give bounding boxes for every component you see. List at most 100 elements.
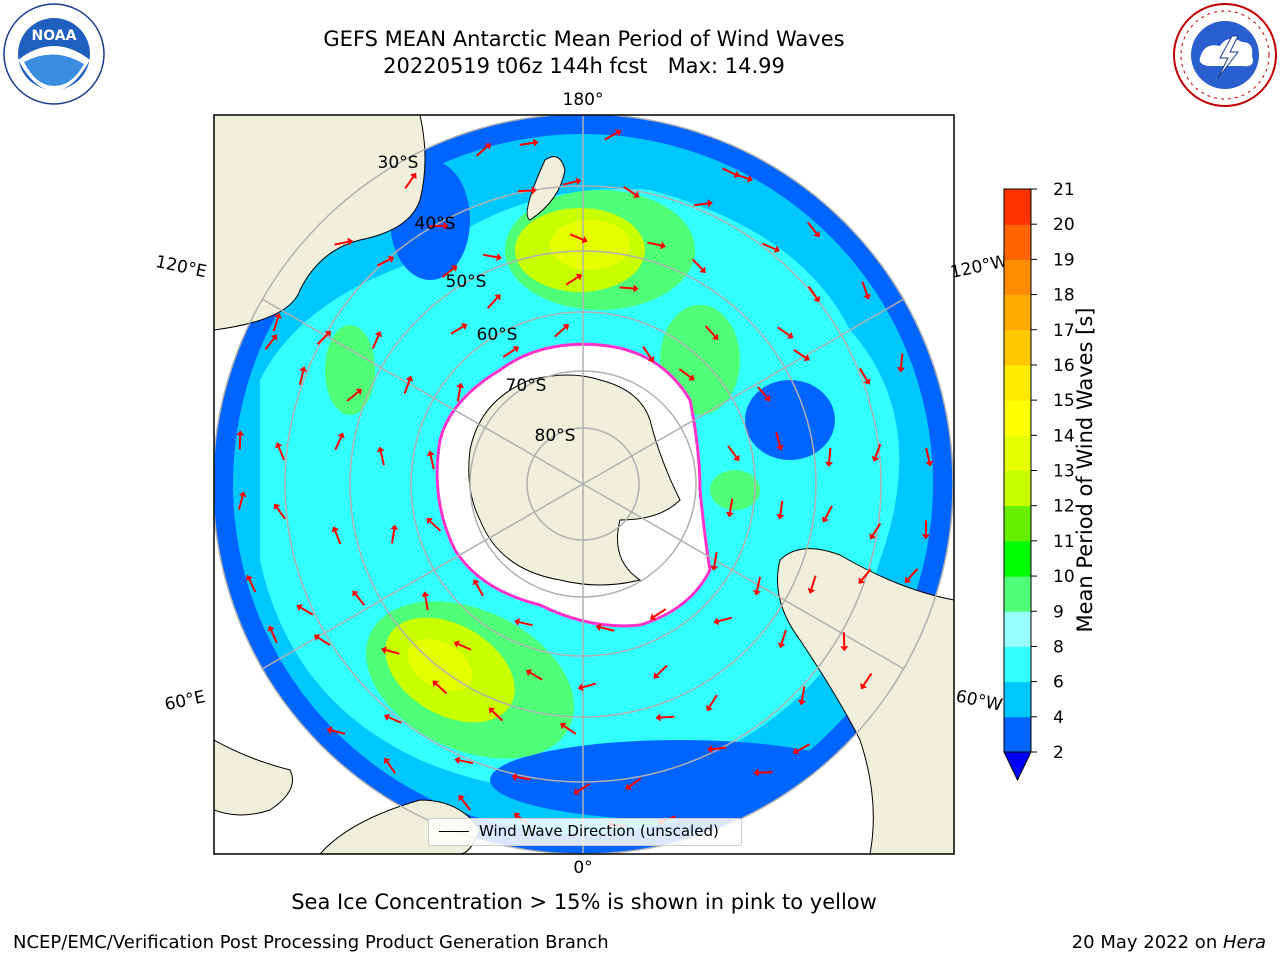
wave-arrow-head [813, 230, 820, 238]
wave-arrow-shaft [678, 368, 692, 379]
lon-label-0: 0° [573, 858, 592, 878]
wave-arrow-head [374, 331, 383, 338]
wave-arrow-head [764, 394, 771, 402]
wave-arrow-shaft [386, 761, 396, 774]
wave-arrow-shaft [642, 346, 652, 359]
wave-arrow-shaft [331, 729, 346, 735]
legend-line-swatch [439, 831, 469, 832]
wave-arrow-head [383, 713, 391, 721]
wave-arrow-head [380, 646, 387, 655]
wave-arrow-head [575, 273, 583, 281]
colorbar-segment [1004, 505, 1031, 542]
wave-arrow-head [426, 450, 435, 457]
wave-arrow-head [777, 642, 786, 649]
lon-label-180: 180° [563, 90, 604, 110]
wave-arrow-shaft [483, 253, 498, 259]
wave-arrow-shaft [862, 672, 873, 686]
wave-arrow-shaft [779, 500, 784, 515]
wave-arrow-head [562, 324, 569, 331]
colorbar-tick-label: 15 [1053, 391, 1075, 411]
wave-arrow-head [869, 533, 877, 540]
wave-arrow-head [390, 524, 399, 531]
wave-arrow-head [733, 454, 740, 462]
sea-ice-note: Sea Ice Concentration > 15% is shown in … [291, 890, 877, 914]
wave-arrow-head [347, 237, 354, 246]
wave-arrow-head [337, 432, 345, 439]
wave-arrow-head [238, 491, 247, 498]
wave-arrow-shaft [600, 626, 615, 632]
wave-arrow-shaft [582, 682, 597, 689]
wave-arrow-head [825, 461, 834, 467]
lat-label-70s: 70°S [506, 376, 547, 396]
wave-arrow-head [410, 172, 417, 180]
wave-arrow-head [710, 565, 719, 571]
wave-arrow-shaft [475, 583, 484, 597]
colorbar-tick-label: 8 [1053, 637, 1064, 657]
wave-arrow-shaft [653, 608, 667, 618]
wave-arrow-shaft [871, 522, 882, 536]
wave-arrow-head [713, 617, 720, 626]
colorbar-tick-label: 16 [1053, 356, 1075, 376]
wave-arrow-head [560, 722, 567, 730]
wave-arrow-head [273, 503, 281, 510]
wave-arrow-shaft [577, 783, 591, 793]
wave-arrow-head [786, 332, 794, 339]
chart-subtitle: 20220519 t06z 144h fcst Max: 14.99 [383, 54, 785, 78]
wave-arrow-shaft [619, 286, 634, 290]
colorbar-segment [1004, 716, 1031, 753]
wave-arrow-head [633, 284, 639, 293]
wave-arrow-head [753, 589, 761, 596]
wave-arrow-head [326, 726, 333, 735]
wave-arrow-head [871, 455, 880, 462]
wave-arrow-head [245, 574, 253, 582]
wave-arrow-head [925, 460, 934, 467]
wave-arrow-shaft [691, 258, 703, 271]
colorbar-tick-label: 13 [1053, 462, 1075, 482]
wave-arrow-shaft [722, 167, 736, 176]
colorbar-tick-label: 4 [1053, 708, 1064, 728]
wave-arrow-shaft [717, 616, 732, 623]
wave-arrow-head [792, 747, 800, 755]
wave-arrow-shaft [518, 621, 533, 627]
colorbar-segment [1004, 611, 1031, 647]
wave-arrow-shaft [404, 176, 415, 189]
wave-arrow-shaft [734, 173, 749, 180]
wave-arrow-head [904, 576, 912, 584]
colorbar-tick-label: 18 [1053, 286, 1075, 306]
wave-arrow-shaft [460, 798, 471, 811]
wave-arrow-head [296, 604, 303, 612]
wave-arrow-shaft [623, 185, 636, 196]
map-legend: Wind Wave Direction (unscaled) [428, 818, 742, 846]
wave-arrow-head [513, 813, 521, 820]
wave-arrow-head [776, 514, 785, 520]
wave-arrow-head [577, 683, 584, 692]
wave-arrow-head [405, 375, 414, 382]
wave-arrow-shaft [475, 145, 488, 157]
wave-arrow-head [707, 199, 713, 208]
wave-arrow-head [860, 682, 868, 690]
wave-arrow-head [798, 699, 806, 706]
wave-arrow-shaft [874, 443, 882, 458]
map-frame [213, 114, 955, 855]
wave-arrow-head [633, 191, 640, 198]
colorbar-tick-label: 9 [1053, 602, 1064, 622]
wave-arrow-head [387, 255, 395, 263]
wave-arrow-shaft [708, 694, 718, 708]
wave-arrow-shaft [300, 606, 314, 616]
wave-arrow-shaft [554, 326, 566, 338]
wave-arrow-shaft [569, 233, 584, 241]
wave-arrow-head [331, 526, 339, 533]
footer-machine: Hera [1222, 932, 1266, 953]
colorbar-segments [1004, 189, 1031, 753]
wave-arrow-shaft [248, 578, 257, 593]
colorbar-tick-label: 17 [1053, 321, 1075, 341]
wave-arrow-head [863, 378, 871, 385]
wave-arrow-shaft [762, 242, 776, 251]
wave-arrow-shaft [907, 568, 919, 580]
lat-label-30s: 30°S [378, 153, 419, 173]
wave-arrow-head [352, 590, 359, 597]
wave-arrow-head [484, 143, 492, 150]
wave-arrow-head [514, 618, 520, 626]
wave-arrow-shaft [756, 576, 762, 591]
